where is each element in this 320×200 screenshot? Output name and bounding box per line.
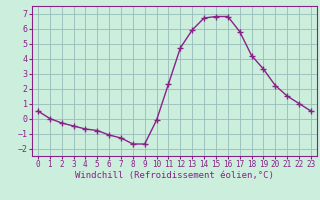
X-axis label: Windchill (Refroidissement éolien,°C): Windchill (Refroidissement éolien,°C) xyxy=(75,171,274,180)
